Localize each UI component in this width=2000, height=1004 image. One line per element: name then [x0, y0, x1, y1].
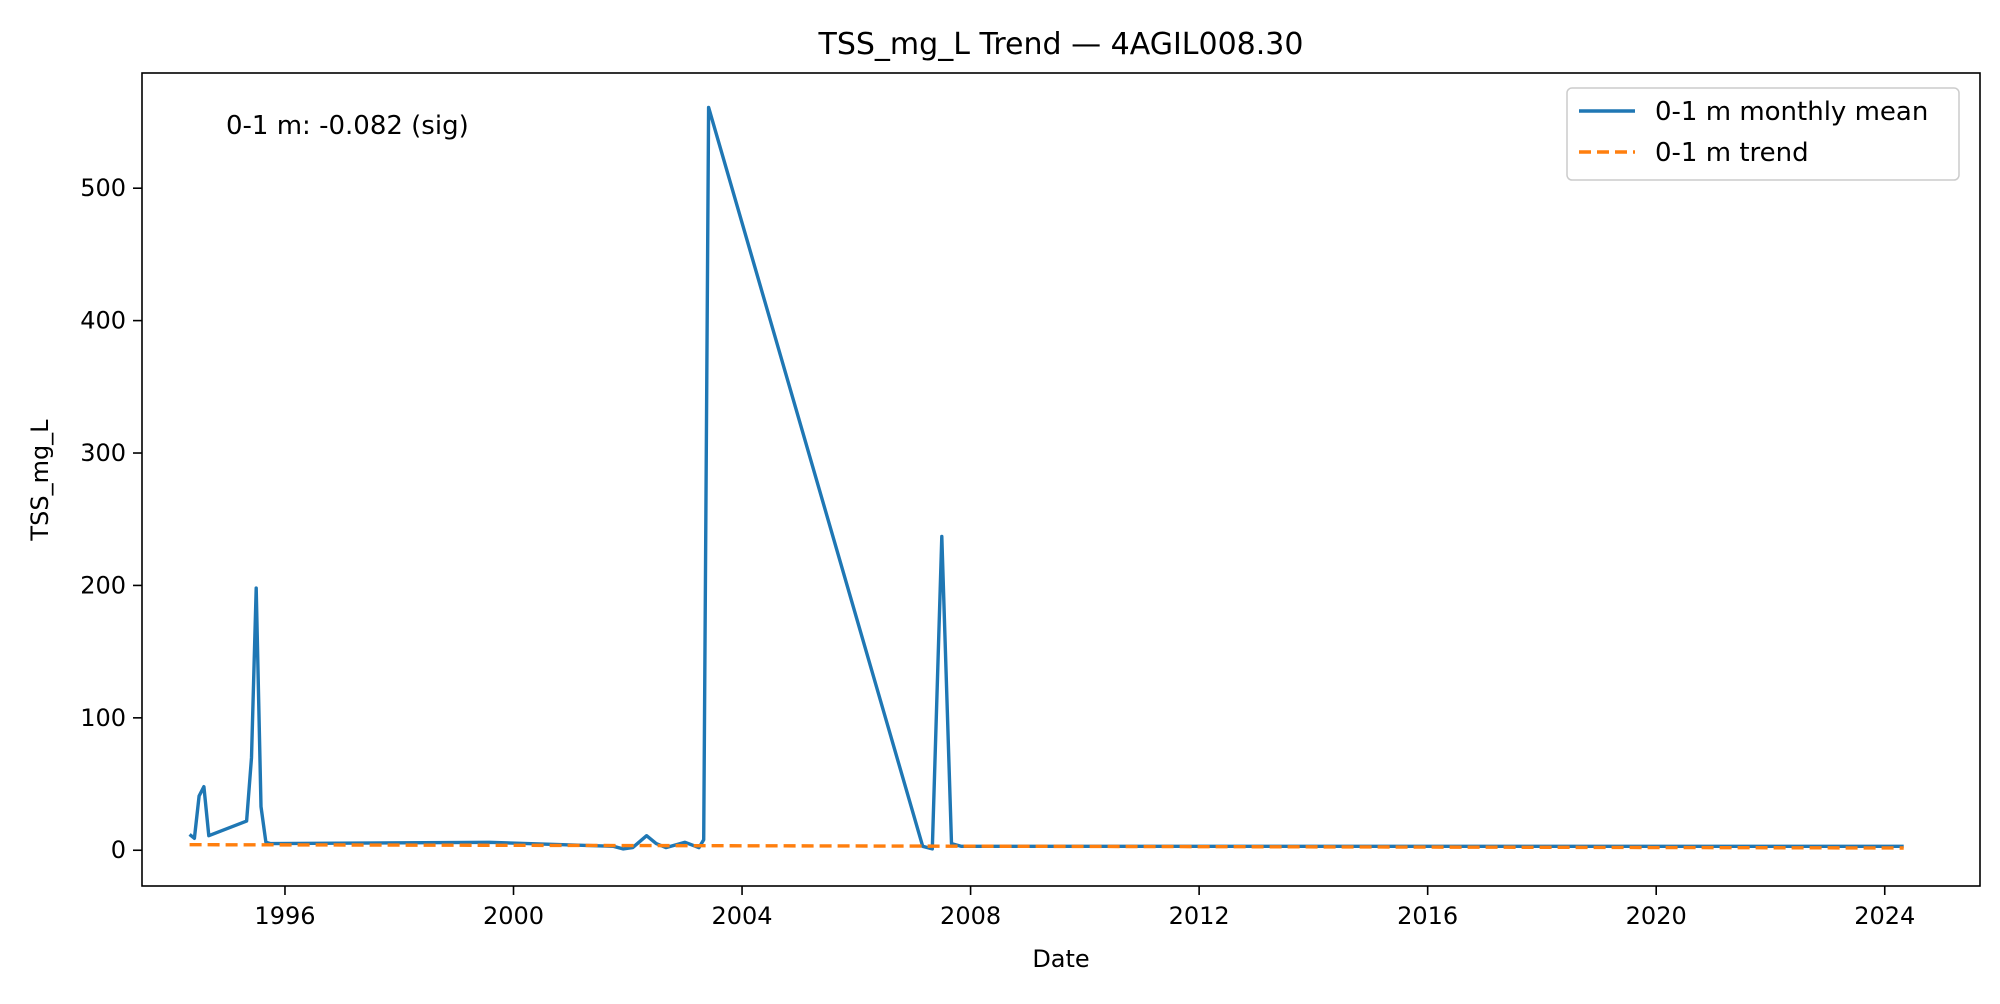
y-tick-label: 200 — [80, 571, 126, 599]
legend: 0-1 m monthly mean 0-1 m trend — [1566, 87, 1960, 181]
legend-label-monthly-mean: 0-1 m monthly mean — [1655, 97, 1928, 127]
chart-title: TSS_mg_L Trend — 4AGIL008.30 — [818, 27, 1304, 62]
x-axis-label: Date — [1032, 945, 1089, 973]
series-trend-line — [189, 843, 1904, 850]
plot-area — [188, 105, 1904, 851]
y-tick-label: 100 — [80, 704, 126, 732]
x-tick-label: 2004 — [712, 902, 773, 930]
y-tick-label: 400 — [80, 307, 126, 335]
x-tick-label: 2016 — [1397, 902, 1458, 930]
axes: 1996 2000 2004 2008 2012 2016 2020 2024 0 100 200 3… — [80, 72, 1981, 930]
x-tick-label: 2020 — [1626, 902, 1687, 930]
y-axis-label: TSS_mg_L — [26, 419, 54, 542]
x-tick-label: 1996 — [254, 902, 315, 930]
y-tick-label: 500 — [80, 174, 126, 202]
y-tick-label: 300 — [80, 439, 126, 467]
series-monthly-mean-line — [188, 105, 1904, 851]
x-tick-label: 2000 — [483, 902, 544, 930]
plot-frame — [141, 72, 1981, 887]
legend-box — [1566, 87, 1960, 181]
x-tick-label: 2012 — [1169, 902, 1230, 930]
legend-label-trend: 0-1 m trend — [1655, 138, 1809, 168]
trend-annotation: 0-1 m: -0.082 (sig) — [226, 111, 469, 141]
x-tick-label: 2008 — [940, 902, 1001, 930]
x-tick-label: 2024 — [1854, 902, 1915, 930]
y-tick-label: 0 — [111, 836, 126, 864]
